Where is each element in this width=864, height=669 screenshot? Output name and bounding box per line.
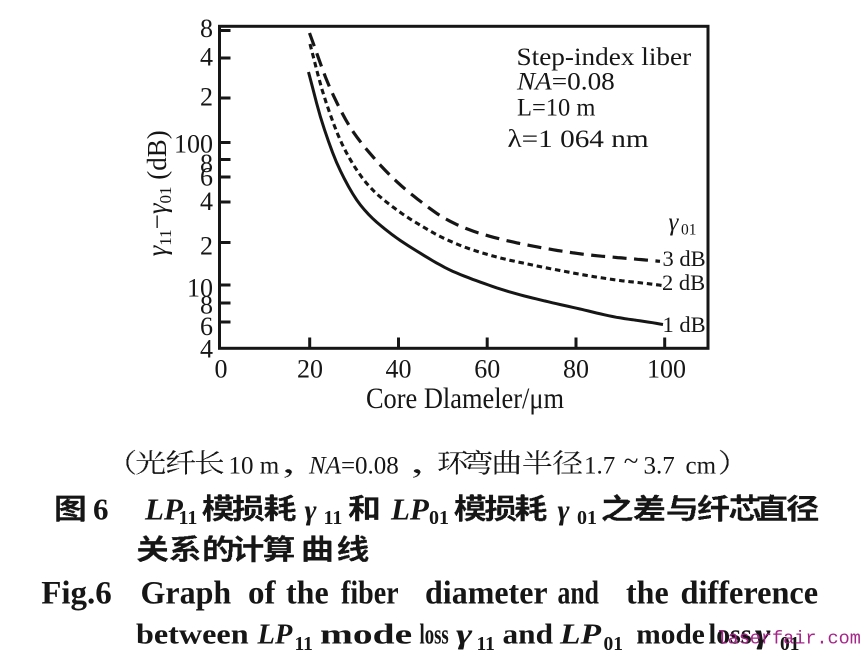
svg-text:loss: loss (709, 619, 752, 650)
svg-text:γ11−γ01 (dB): γ11−γ01 (dB) (142, 130, 175, 256)
svg-text:8: 8 (200, 149, 213, 178)
svg-text:01: 01 (429, 507, 449, 529)
svg-text:γ: γ (558, 495, 571, 527)
svg-text:between: between (136, 618, 249, 650)
svg-text:80: 80 (563, 355, 589, 384)
svg-text:2 dB: 2 dB (662, 270, 705, 295)
svg-text:6: 6 (200, 312, 213, 341)
svg-text:4: 4 (200, 335, 213, 364)
svg-text:LP: LP (559, 618, 602, 650)
svg-text:11: 11 (295, 634, 313, 655)
svg-text:01: 01 (577, 507, 597, 529)
svg-text:0: 0 (215, 355, 228, 384)
svg-text:diameter: diameter (425, 575, 548, 612)
svg-text:2: 2 (200, 232, 213, 261)
svg-text:λ=1 064 nm: λ=1 064 nm (508, 125, 649, 153)
svg-text:L=10 m: L=10 m (517, 94, 595, 121)
svg-text:and: and (558, 576, 600, 612)
svg-text:6: 6 (93, 492, 109, 527)
svg-text:NA=0.08: NA=0.08 (308, 453, 399, 480)
svg-text:γ: γ (755, 619, 771, 650)
svg-text:11: 11 (179, 507, 198, 529)
svg-text:the: the (626, 575, 669, 612)
svg-text:2: 2 (200, 83, 213, 112)
svg-text:8: 8 (200, 14, 213, 43)
svg-text:NA=0.08: NA=0.08 (516, 68, 615, 96)
svg-text:3.7: 3.7 (644, 453, 675, 480)
svg-text:LP: LP (256, 620, 293, 651)
svg-text:20: 20 (297, 355, 323, 384)
svg-text:60: 60 (474, 355, 500, 384)
svg-text:Graph: Graph (141, 575, 232, 612)
svg-text:100: 100 (174, 130, 213, 159)
svg-text:8: 8 (200, 291, 213, 320)
svg-text:4: 4 (200, 187, 213, 216)
svg-text:of: of (248, 576, 277, 612)
svg-text:Step-index liber: Step-index liber (517, 43, 692, 71)
svg-text:~: ~ (624, 446, 639, 476)
svg-text:and: and (503, 620, 554, 650)
svg-text:mode: mode (636, 619, 705, 650)
svg-text:difference: difference (681, 575, 819, 611)
svg-text:10 m: 10 m (229, 453, 280, 480)
svg-text:Fig.6: Fig.6 (41, 576, 112, 612)
svg-text:11: 11 (324, 507, 343, 529)
svg-text:4: 4 (200, 43, 213, 72)
svg-text:1.7: 1.7 (584, 453, 615, 480)
svg-text:100: 100 (647, 355, 686, 384)
svg-text:10: 10 (187, 274, 213, 303)
svg-text:LP: LP (390, 492, 430, 527)
svg-text:mode: mode (320, 620, 412, 650)
svg-text:LP: LP (144, 492, 184, 527)
svg-text:40: 40 (386, 355, 412, 384)
svg-text:laserfair.com: laserfair.com (717, 629, 861, 650)
svg-text:Core Dlameler/μm: Core Dlameler/μm (366, 383, 564, 416)
svg-text:01: 01 (780, 634, 800, 655)
svg-text:cm: cm (686, 453, 717, 480)
svg-text:01: 01 (681, 222, 697, 239)
svg-text:01: 01 (604, 634, 624, 655)
svg-text:11: 11 (477, 634, 495, 655)
svg-text:loss: loss (420, 620, 449, 651)
svg-text:6: 6 (200, 163, 213, 192)
svg-text:1 dB: 1 dB (663, 312, 706, 337)
svg-text:γ: γ (456, 620, 473, 650)
svg-text:the: the (286, 575, 329, 612)
svg-text:γ: γ (305, 495, 318, 527)
svg-text:γ: γ (669, 209, 680, 236)
svg-text:fiber: fiber (341, 574, 399, 611)
svg-text:3 dB: 3 dB (663, 246, 706, 271)
